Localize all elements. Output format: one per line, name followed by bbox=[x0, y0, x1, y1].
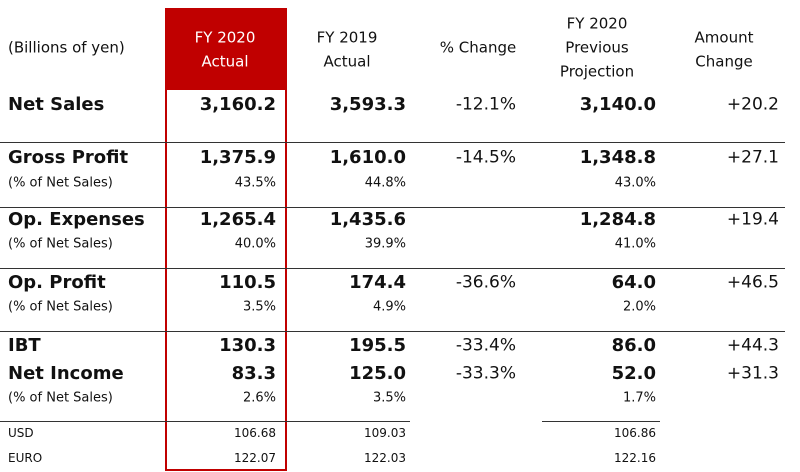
row-label: Op. Expenses bbox=[8, 209, 145, 230]
cell-value: 43.0% bbox=[614, 175, 656, 191]
cell-value: 1,435.6 bbox=[329, 209, 406, 230]
header-text: Change bbox=[695, 52, 753, 71]
cell-value: 1,265.4 bbox=[199, 209, 276, 230]
row-label: (% of Net Sales) bbox=[8, 390, 113, 406]
cell-value: 122.03 bbox=[364, 451, 406, 465]
header-text: Projection bbox=[559, 62, 635, 81]
header-text: FY 2020 bbox=[194, 28, 256, 47]
cell-value: +19.4 bbox=[726, 209, 779, 230]
cell-value: 110.5 bbox=[219, 272, 276, 293]
cell-value: 130.3 bbox=[219, 335, 276, 356]
cell-value: 122.16 bbox=[614, 451, 656, 465]
row-label: Op. Profit bbox=[8, 272, 106, 293]
cell-value: 106.86 bbox=[614, 426, 656, 440]
cell-value: 2.0% bbox=[622, 299, 656, 315]
cell-value: 40.0% bbox=[234, 236, 276, 252]
header-text: (Billions of yen) bbox=[8, 38, 125, 57]
cell-value: 3,160.2 bbox=[199, 94, 276, 115]
cell-value: -36.6% bbox=[455, 272, 516, 293]
cell-value: 174.4 bbox=[349, 272, 406, 293]
cell-value: 4.9% bbox=[372, 299, 406, 315]
row-separator bbox=[0, 142, 785, 143]
cell-value: +27.1 bbox=[726, 147, 779, 168]
row-label: EURO bbox=[8, 451, 43, 465]
cell-value: -14.5% bbox=[455, 147, 516, 168]
header-text: FY 2019 bbox=[316, 28, 378, 47]
row-separator bbox=[0, 207, 785, 208]
cell-value: 43.5% bbox=[234, 175, 276, 191]
cell-value: -33.4% bbox=[455, 335, 516, 356]
cell-value: +31.3 bbox=[726, 363, 779, 384]
cell-value: 3.5% bbox=[372, 390, 406, 406]
row-label: Net Sales bbox=[8, 94, 105, 115]
header-text: Previous bbox=[565, 38, 629, 57]
row-separator bbox=[0, 421, 410, 422]
cell-value: 64.0 bbox=[611, 272, 656, 293]
header-text: Amount bbox=[694, 28, 754, 47]
row-separator bbox=[0, 268, 785, 269]
cell-value: +20.2 bbox=[726, 94, 779, 115]
cell-value: 1.7% bbox=[622, 390, 656, 406]
cell-value: 44.8% bbox=[364, 175, 406, 191]
row-label: (% of Net Sales) bbox=[8, 175, 113, 191]
cell-value: 41.0% bbox=[614, 236, 656, 252]
cell-value: 106.68 bbox=[234, 426, 276, 440]
row-label: USD bbox=[8, 426, 34, 440]
row-separator bbox=[0, 331, 785, 332]
cell-value: 109.03 bbox=[364, 426, 406, 440]
cell-value: 39.9% bbox=[364, 236, 406, 252]
header-text: Actual bbox=[201, 52, 249, 71]
cell-value: -33.3% bbox=[455, 363, 516, 384]
cell-value: +44.3 bbox=[726, 335, 779, 356]
cell-value: 195.5 bbox=[349, 335, 406, 356]
cell-value: 3,593.3 bbox=[329, 94, 406, 115]
cell-value: 86.0 bbox=[611, 335, 656, 356]
cell-value: 3.5% bbox=[242, 299, 276, 315]
cell-value: 52.0 bbox=[611, 363, 656, 384]
cell-value: 1,348.8 bbox=[579, 147, 656, 168]
header-text: Actual bbox=[323, 52, 371, 71]
cell-value: 83.3 bbox=[231, 363, 276, 384]
cell-value: 1,610.0 bbox=[329, 147, 406, 168]
cell-value: 125.0 bbox=[349, 363, 406, 384]
cell-value: 2.6% bbox=[242, 390, 276, 406]
cell-value: 122.07 bbox=[234, 451, 276, 465]
cell-value: -12.1% bbox=[455, 94, 516, 115]
header-text: % Change bbox=[439, 38, 517, 57]
row-label: IBT bbox=[8, 335, 41, 356]
cell-value: 1,284.8 bbox=[579, 209, 656, 230]
row-separator bbox=[542, 421, 660, 422]
header-text: FY 2020 bbox=[566, 14, 628, 33]
row-label: (% of Net Sales) bbox=[8, 236, 113, 252]
highlight-header bbox=[166, 8, 285, 90]
row-label: (% of Net Sales) bbox=[8, 299, 113, 315]
row-label: Gross Profit bbox=[8, 147, 129, 168]
highlight-outline bbox=[165, 8, 287, 471]
row-label: Net Income bbox=[8, 363, 124, 384]
cell-value: +46.5 bbox=[726, 272, 779, 293]
cell-value: 3,140.0 bbox=[579, 94, 656, 115]
cell-value: 1,375.9 bbox=[199, 147, 276, 168]
